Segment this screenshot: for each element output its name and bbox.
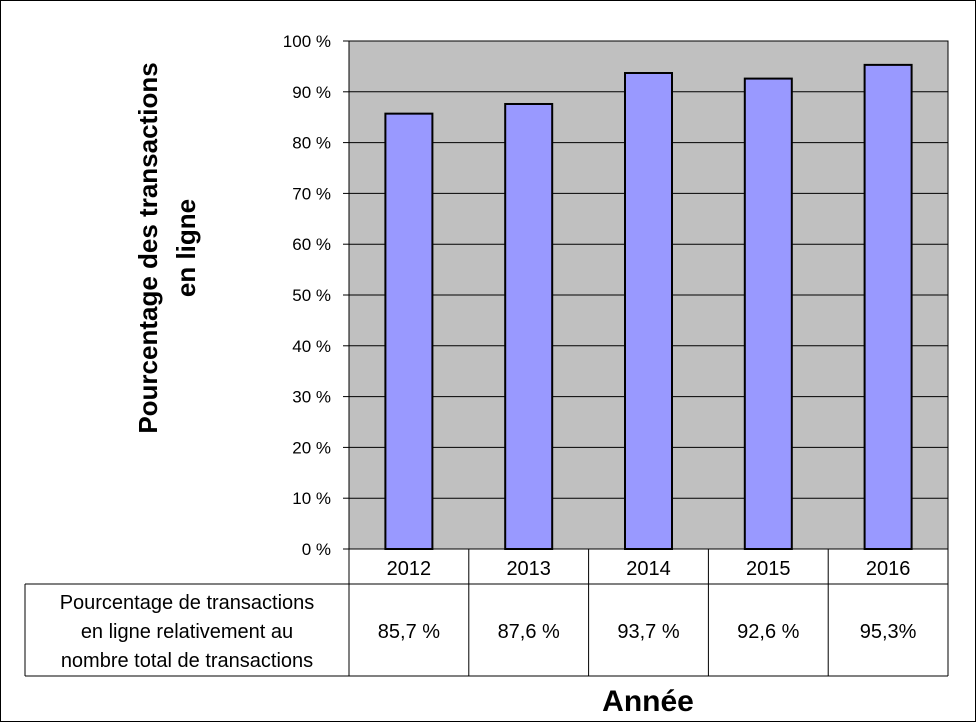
x-tick-label: 2016 — [866, 558, 911, 580]
table-value-cell: 95,3% — [860, 621, 917, 643]
data-table: 2012 2013 2014 2015 2016 85,7 % 87,6 % 93,7 % 92… — [24, 549, 949, 677]
bar-2012 — [384, 112, 434, 550]
y-tick-label: 60 % — [292, 235, 331, 254]
table-value-cell: 85,7 % — [378, 621, 440, 643]
y-tick-label: 80 % — [292, 134, 331, 153]
bar-2014 — [624, 72, 673, 550]
table-value-cell: 93,7 % — [617, 621, 679, 643]
table-value-cell: 92,6 % — [737, 621, 799, 643]
table-row-label: en ligne relativement au — [81, 621, 293, 643]
x-tick-label: 2012 — [387, 558, 432, 580]
y-axis-title-line: Pourcentage des transactions — [133, 62, 163, 433]
plot-area: 0 % 10 % 20 % 30 % 40 % 50 % 60 % 70 % 80 % 90 % 1… — [283, 32, 949, 559]
x-axis-title: Année — [602, 685, 694, 718]
y-tick-label: 100 % — [283, 32, 331, 51]
y-tick-label: 50 % — [292, 286, 331, 305]
x-tick-label: 2015 — [746, 558, 791, 580]
y-tick-label: 0 % — [302, 540, 331, 559]
x-tick-label: 2013 — [506, 558, 551, 580]
bar-2015 — [743, 77, 793, 550]
y-tick-label: 40 % — [292, 337, 331, 356]
table-value-cell: 87,6 % — [498, 621, 560, 643]
y-tick-label: 90 % — [292, 83, 331, 102]
x-tick-label: 2014 — [626, 558, 671, 580]
table-row-label: nombre total de transactions — [61, 650, 313, 672]
y-tick-label: 20 % — [292, 438, 331, 457]
y-axis-title: Pourcentage des transactions en ligne — [133, 62, 201, 433]
bar-2013 — [504, 102, 554, 550]
y-tick-label: 30 % — [292, 388, 331, 407]
y-tick-label: 10 % — [292, 489, 331, 508]
y-axis-title-line: en ligne — [171, 199, 201, 297]
table-row-label: Pourcentage de transactions — [60, 592, 315, 614]
y-tick-label: 70 % — [292, 184, 331, 203]
bar-2016 — [863, 63, 913, 550]
